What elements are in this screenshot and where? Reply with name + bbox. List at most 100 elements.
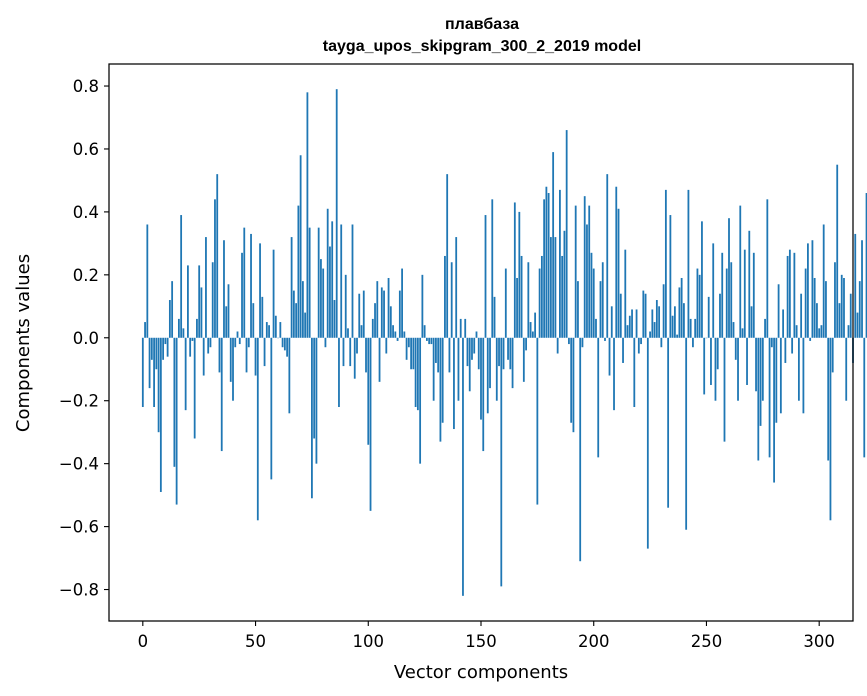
bar-2 [146, 224, 149, 338]
bar-56 [268, 325, 270, 338]
bar-13 [171, 281, 174, 338]
bar-161 [504, 268, 507, 338]
bar-49 [252, 303, 255, 338]
bar-237 [676, 334, 679, 338]
bar-122 [416, 337, 419, 411]
bar-100 [367, 337, 370, 445]
bar-83 [329, 246, 331, 338]
bar-106 [380, 287, 383, 338]
chart-title-line2: tayga_upos_skipgram_300_2_2019 model [323, 38, 641, 55]
bar-168 [520, 255, 523, 338]
x-axis-ticks: 0 50 100 150 200 250 300 [138, 621, 835, 651]
bar-143 [464, 318, 467, 338]
bar-308 [836, 164, 839, 338]
bar-227 [653, 322, 656, 338]
bar-144 [466, 337, 469, 367]
y-tick-label-8: 0.8 [73, 77, 99, 96]
bar-129 [432, 337, 435, 401]
x-tick-label-0: 0 [138, 632, 149, 651]
bar-35 [220, 337, 223, 452]
bar-171 [527, 262, 530, 338]
bar-61 [279, 322, 282, 338]
bar-67 [292, 290, 295, 338]
bar-183 [554, 237, 557, 338]
y-axis-ticks: −0.8 −0.6 −0.4 −0.2 0.0 0.2 0.4 0.6 0.8 [59, 77, 109, 600]
chart-title-line1: плавбаза [445, 16, 519, 33]
bar-93 [351, 224, 354, 338]
bar-261 [730, 262, 733, 338]
bar-105 [378, 337, 381, 382]
bar-292 [800, 293, 803, 338]
bar-228 [655, 300, 658, 338]
x-tick-label-50: 50 [245, 632, 266, 651]
bar-89 [342, 337, 345, 367]
bar-74 [308, 227, 311, 338]
bar-92 [349, 337, 352, 367]
bar-51 [256, 337, 259, 521]
bar-42 [236, 331, 239, 338]
bar-165 [513, 202, 516, 338]
bar-215 [626, 325, 629, 338]
bar-257 [721, 252, 724, 338]
bar-157 [495, 337, 498, 401]
bar-151 [482, 337, 485, 452]
bar-288 [791, 337, 794, 354]
bar-176 [538, 268, 541, 338]
bar-286 [786, 255, 789, 338]
bar-238 [678, 287, 681, 338]
bar-11 [166, 337, 169, 357]
bar-279 [770, 337, 773, 348]
bar-314 [849, 293, 852, 338]
bar-154 [489, 337, 491, 389]
bars-group [141, 89, 867, 596]
bar-260 [728, 218, 730, 338]
bar-163 [509, 337, 512, 370]
bar-115 [401, 268, 403, 338]
bar-134 [444, 255, 446, 338]
bar-209 [613, 337, 615, 411]
bar-321 [865, 193, 867, 338]
bar-213 [622, 337, 624, 363]
bar-312 [845, 337, 848, 401]
bar-255 [716, 337, 719, 370]
bar-41 [234, 337, 237, 348]
y-tick-label-7: 0.6 [73, 140, 99, 159]
bar-69 [297, 205, 300, 338]
bar-140 [457, 337, 460, 401]
bar-43 [238, 337, 241, 345]
bar-146 [471, 337, 473, 360]
bar-6 [155, 337, 158, 370]
bar-68 [295, 303, 298, 338]
bar-55 [265, 322, 268, 338]
bar-102 [371, 318, 374, 338]
bar-110 [389, 306, 392, 338]
y-tick-label-3: −0.2 [59, 392, 99, 411]
bar-66 [290, 237, 293, 338]
bar-284 [782, 309, 785, 338]
bar-87 [338, 337, 340, 408]
bar-178 [543, 199, 546, 338]
x-tick-label-200: 200 [578, 632, 610, 651]
x-axis-label: Vector components [394, 662, 568, 683]
bar-317 [856, 312, 859, 338]
bar-270 [750, 306, 753, 338]
x-tick-label-100: 100 [353, 632, 385, 651]
bar-202 [597, 337, 600, 458]
bar-191 [572, 337, 575, 433]
bar-70 [299, 155, 302, 338]
bar-118 [407, 337, 410, 348]
bar-219 [635, 309, 638, 338]
bar-85 [333, 300, 336, 338]
bar-20 [187, 265, 189, 338]
bar-267 [743, 249, 746, 338]
bar-303 [825, 281, 827, 338]
bar-57 [270, 337, 273, 480]
bar-208 [610, 306, 613, 338]
bar-150 [480, 337, 482, 420]
bar-277 [766, 199, 769, 338]
bar-44 [241, 252, 243, 338]
bar-263 [734, 337, 737, 360]
y-tick-label-1: −0.6 [59, 518, 99, 537]
bar-246 [696, 268, 699, 338]
bar-266 [741, 328, 744, 338]
